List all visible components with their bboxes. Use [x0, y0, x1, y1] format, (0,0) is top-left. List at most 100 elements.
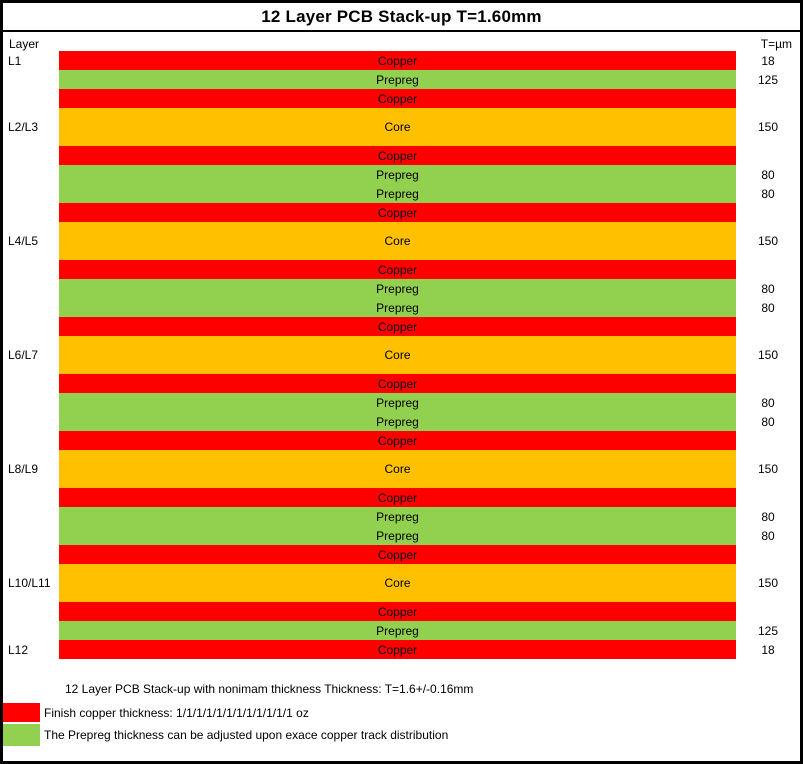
thickness-value: 80 — [761, 509, 775, 524]
thickness-value: 80 — [761, 281, 775, 296]
layer-label: L10/L11 — [8, 576, 51, 590]
copper-legend-label: Finish copper thickness: 1/1/1/1/1/1/1/1… — [44, 705, 309, 720]
layer-label: L12 — [8, 642, 29, 657]
stack-row: Copper — [3, 374, 800, 393]
layer-label — [3, 431, 59, 450]
thickness-value: 80 — [761, 528, 775, 543]
thickness-value: 150 — [757, 576, 779, 590]
stack-row: Prepreg 80 — [3, 298, 800, 317]
thickness-value: 150 — [757, 348, 779, 362]
legend-row-prepreg: The Prepreg thickness can be adjusted up… — [3, 724, 448, 746]
thickness-value: 80 — [761, 186, 775, 201]
layer-label — [3, 203, 59, 222]
stackup-rows-container: L1 Copper 18 Prepreg 125 Copper L2/L3 Core 150 Co… — [3, 51, 800, 659]
thickness-value — [736, 260, 800, 279]
layer-label — [3, 260, 59, 279]
prepreg-bar: Prepreg — [59, 298, 736, 317]
layer-label — [3, 412, 59, 431]
layer-label — [3, 507, 59, 526]
prepreg-bar: Prepreg — [59, 165, 736, 184]
copper-bar: Copper — [59, 89, 736, 108]
layer-label — [3, 165, 59, 184]
core-bar: Core — [59, 222, 736, 260]
thickness-value: 80 — [761, 414, 775, 429]
core-bar: Core — [59, 450, 736, 488]
title-bar: 12 Layer PCB Stack-up T=1.60mm — [3, 3, 800, 32]
copper-bar: Copper — [59, 545, 736, 564]
copper-bar: Copper — [59, 203, 736, 222]
thickness-value — [736, 203, 800, 222]
thickness-value — [736, 488, 800, 507]
core-bar: Core — [59, 108, 736, 146]
copper-bar: Copper — [59, 602, 736, 621]
thickness-value — [736, 602, 800, 621]
thickness-value — [736, 374, 800, 393]
stack-row: L2/L3 Core 150 — [3, 108, 800, 146]
page-title: 12 Layer PCB Stack-up T=1.60mm — [261, 6, 542, 26]
copper-bar: Copper — [59, 374, 736, 393]
thickness-value: 18 — [761, 642, 775, 657]
stack-row: Prepreg 80 — [3, 507, 800, 526]
stack-row: Copper — [3, 260, 800, 279]
layer-column-header: Layer — [9, 37, 40, 51]
layer-label — [3, 393, 59, 412]
layer-label — [3, 526, 59, 545]
thickness-value — [736, 431, 800, 450]
copper-bar: Copper — [59, 260, 736, 279]
layer-label: L4/L5 — [8, 234, 39, 248]
layer-label: L1 — [8, 53, 22, 68]
copper-bar: Copper — [59, 488, 736, 507]
stack-row: Copper — [3, 203, 800, 222]
copper-swatch — [3, 703, 40, 722]
stack-row: Prepreg 125 — [3, 621, 800, 640]
stack-row: L12 Copper 18 — [3, 640, 800, 659]
layer-label — [3, 621, 59, 640]
prepreg-bar: Prepreg — [59, 279, 736, 298]
prepreg-bar: Prepreg — [59, 526, 736, 545]
stack-row: Copper — [3, 89, 800, 108]
thickness-value: 125 — [757, 623, 779, 638]
copper-bar: Copper — [59, 640, 736, 659]
core-bar: Core — [59, 336, 736, 374]
thickness-value: 150 — [757, 462, 779, 476]
stack-row: Copper — [3, 146, 800, 165]
thickness-value — [736, 89, 800, 108]
prepreg-bar: Prepreg — [59, 393, 736, 412]
thickness-value — [736, 146, 800, 165]
layer-label — [3, 602, 59, 621]
stackup-summary-note: 12 Layer PCB Stack-up with nonimam thick… — [65, 682, 474, 696]
stack-row: L10/L11 Core 150 — [3, 564, 800, 602]
stack-row: Copper — [3, 602, 800, 621]
stack-row: L4/L5 Core 150 — [3, 222, 800, 260]
core-bar: Core — [59, 564, 736, 602]
stack-row: L8/L9 Core 150 — [3, 450, 800, 488]
thickness-value: 150 — [757, 120, 779, 134]
prepreg-bar: Prepreg — [59, 621, 736, 640]
layer-label — [3, 545, 59, 564]
thickness-value: 150 — [757, 234, 779, 248]
thickness-value: 18 — [761, 53, 775, 68]
copper-bar: Copper — [59, 431, 736, 450]
stack-row: Prepreg 80 — [3, 184, 800, 203]
stack-row: Prepreg 80 — [3, 165, 800, 184]
thickness-value: 125 — [757, 72, 779, 87]
stack-row: Copper — [3, 488, 800, 507]
thickness-value: 80 — [761, 395, 775, 410]
stack-row: Copper — [3, 317, 800, 336]
layer-label — [3, 70, 59, 89]
stack-row: L6/L7 Core 150 — [3, 336, 800, 374]
prepreg-bar: Prepreg — [59, 184, 736, 203]
layer-label — [3, 488, 59, 507]
stack-row: Prepreg 80 — [3, 393, 800, 412]
layer-label: L2/L3 — [8, 120, 39, 134]
thickness-value — [736, 317, 800, 336]
layer-label — [3, 89, 59, 108]
thickness-column-header: T=µm — [760, 37, 792, 51]
layer-label — [3, 184, 59, 203]
thickness-value — [736, 545, 800, 564]
stack-row: Copper — [3, 431, 800, 450]
copper-bar: Copper — [59, 146, 736, 165]
stack-row: Copper — [3, 545, 800, 564]
stack-row: L1 Copper 18 — [3, 51, 800, 70]
